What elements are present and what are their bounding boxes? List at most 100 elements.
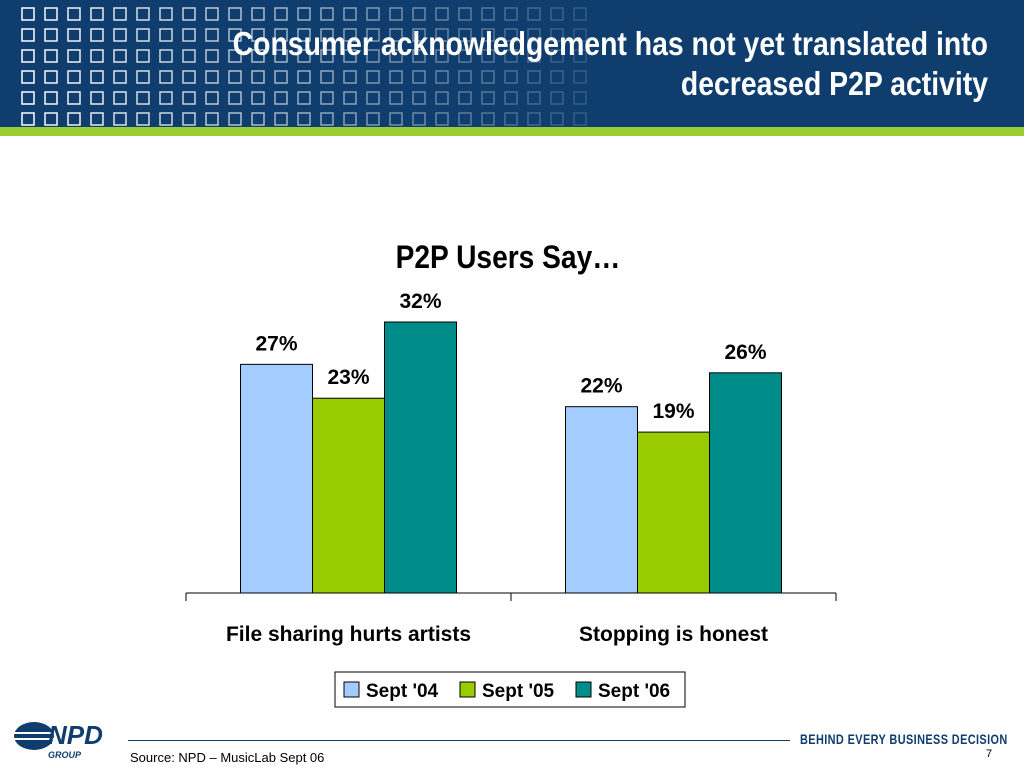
header-square <box>366 91 380 105</box>
header-square <box>504 49 518 63</box>
legend-label: Sept '06 <box>598 681 670 702</box>
header-square <box>44 112 58 126</box>
header-square <box>435 49 449 63</box>
header-square <box>44 49 58 63</box>
header-square <box>412 7 426 21</box>
header-square <box>228 91 242 105</box>
header-square <box>113 28 127 42</box>
header-square <box>205 28 219 42</box>
header-square <box>320 91 334 105</box>
header-square <box>343 49 357 63</box>
header-square <box>435 91 449 105</box>
header-square <box>205 7 219 21</box>
header-square <box>159 91 173 105</box>
header-square <box>343 112 357 126</box>
header-square <box>527 28 541 42</box>
header-square <box>550 112 564 126</box>
chart-title: P2P Users Say… <box>396 240 621 275</box>
header-square <box>182 28 196 42</box>
header-square <box>573 112 587 126</box>
category-label: Stopping is honest <box>579 623 768 646</box>
header-square <box>251 91 265 105</box>
header-square <box>481 28 495 42</box>
header-square <box>136 28 150 42</box>
header-square <box>113 49 127 63</box>
header-square <box>90 91 104 105</box>
header-square <box>527 7 541 21</box>
header-square <box>389 112 403 126</box>
header-square <box>458 112 472 126</box>
header-square <box>159 112 173 126</box>
legend-label: Sept '04 <box>366 681 439 702</box>
header-square <box>412 49 426 63</box>
header-square <box>550 91 564 105</box>
header-square <box>44 28 58 42</box>
header-square <box>389 70 403 84</box>
header-square <box>412 112 426 126</box>
accent-stripe <box>0 127 1024 136</box>
legend <box>334 671 686 708</box>
bar <box>637 431 710 594</box>
slide-title: Consumer acknowledgement has not yet tra… <box>232 25 988 102</box>
header-square <box>44 91 58 105</box>
header-square <box>458 28 472 42</box>
header-square <box>205 112 219 126</box>
header-square <box>389 7 403 21</box>
source-note: Source: NPD – MusicLab Sept 06 <box>130 750 325 765</box>
header-square <box>113 7 127 21</box>
header-square <box>366 49 380 63</box>
header-square <box>44 70 58 84</box>
header-square <box>90 49 104 63</box>
header-square <box>412 28 426 42</box>
header-square <box>458 70 472 84</box>
header-square <box>182 91 196 105</box>
header-square <box>458 49 472 63</box>
legend-swatch <box>459 681 476 698</box>
header-square <box>297 91 311 105</box>
header-square <box>251 70 265 84</box>
header-square <box>481 112 495 126</box>
header-square <box>481 49 495 63</box>
header-square <box>573 91 587 105</box>
header-square <box>504 28 518 42</box>
header-square <box>550 7 564 21</box>
header-square <box>320 70 334 84</box>
footer-rule <box>128 740 790 741</box>
header-square <box>366 112 380 126</box>
header-square <box>458 91 472 105</box>
header-square <box>113 70 127 84</box>
header-square <box>21 28 35 42</box>
bar <box>384 321 457 594</box>
header-square <box>504 7 518 21</box>
header-square <box>21 49 35 63</box>
header-square <box>136 49 150 63</box>
header-square <box>182 7 196 21</box>
header-square <box>320 7 334 21</box>
header-square <box>366 7 380 21</box>
bar <box>565 406 638 594</box>
header-square <box>297 70 311 84</box>
header-square <box>274 70 288 84</box>
header-square <box>504 70 518 84</box>
header-square <box>67 49 81 63</box>
header-square <box>458 7 472 21</box>
header-square <box>274 112 288 126</box>
legend-label: Sept '05 <box>482 681 555 702</box>
header-square <box>343 28 357 42</box>
header-square <box>136 112 150 126</box>
header-square <box>435 28 449 42</box>
header-square <box>389 49 403 63</box>
header-square <box>136 7 150 21</box>
header-banner <box>0 0 1024 127</box>
header-square <box>320 49 334 63</box>
header-square <box>21 7 35 21</box>
header-square <box>182 70 196 84</box>
data-label: 32% <box>399 290 441 313</box>
header-square <box>573 70 587 84</box>
header-square <box>90 70 104 84</box>
header-square <box>182 49 196 63</box>
data-label: 26% <box>724 341 766 364</box>
header-square <box>435 70 449 84</box>
header-square <box>228 70 242 84</box>
header-square <box>297 112 311 126</box>
